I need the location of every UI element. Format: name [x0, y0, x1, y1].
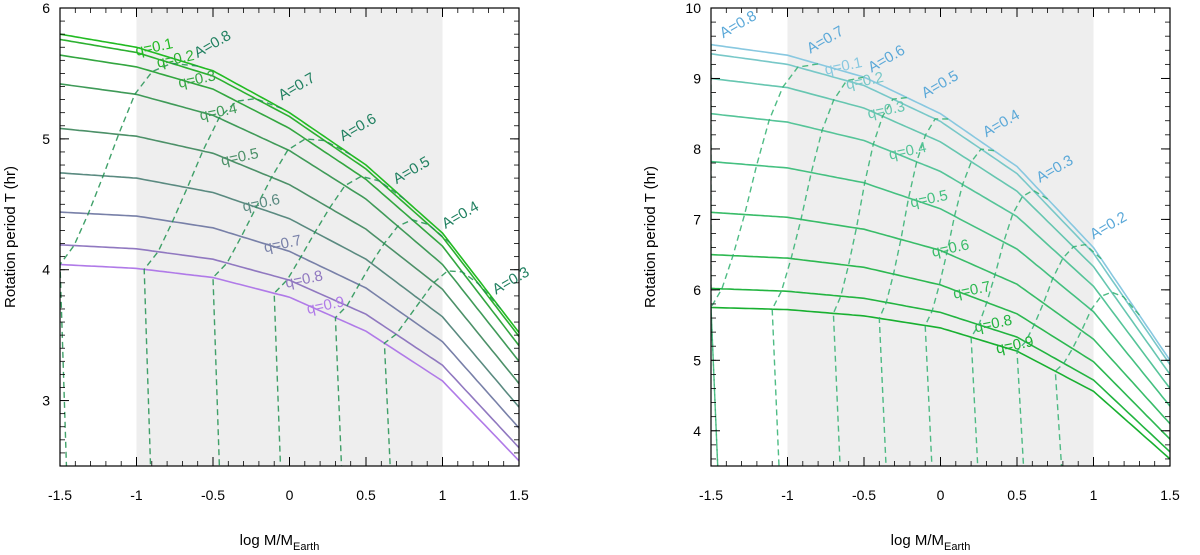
x-tick-label: 0: [937, 487, 945, 503]
x-tick-label: -1: [130, 487, 143, 503]
a-curve: [1054, 291, 1140, 466]
y-tick-label: 10: [685, 0, 701, 16]
x-axis-label-main: log M/M: [891, 532, 944, 549]
x-tick-label: -1.5: [48, 487, 72, 503]
a-curve: [970, 189, 1048, 466]
y-tick-label: 6: [693, 282, 701, 298]
a-curve: [878, 118, 949, 466]
q-curve: [60, 33, 519, 333]
q-curve: [711, 306, 1170, 460]
q-curve: [711, 160, 1170, 407]
a-label: A=0.4: [439, 198, 482, 233]
x-tick-label: 1.5: [509, 487, 529, 503]
a-curve: [383, 270, 502, 466]
x-tick-label: 0: [286, 487, 294, 503]
a-curve: [273, 175, 405, 466]
y-tick-label: 9: [693, 70, 701, 86]
shaded-region: [136, 8, 443, 466]
q-curve: [60, 38, 519, 337]
x-axis-label-sub: Earth: [293, 541, 319, 553]
y-tick-label: 5: [42, 131, 50, 147]
a-label: A=0.8: [717, 7, 760, 42]
q-curve: [711, 112, 1170, 389]
y-tick-label: 5: [693, 352, 701, 368]
x-axis-label-main: log M/M: [240, 532, 293, 549]
a-curve: [924, 148, 995, 466]
q-curve: [711, 253, 1170, 440]
a-curve: [771, 76, 865, 466]
plot-area: [711, 43, 1170, 466]
x-axis-label: log M/MEarth: [891, 532, 971, 553]
x-tick-label: 0.5: [356, 487, 376, 503]
q-curve: [60, 244, 519, 449]
y-axis-label: Rotation period T (hr): [2, 166, 19, 308]
q-curve: [711, 211, 1170, 425]
a-curve: [711, 63, 819, 466]
y-tick-label: 4: [693, 423, 701, 439]
a-curve: [60, 62, 198, 466]
a-curve: [334, 219, 451, 466]
y-tick-label: 4: [42, 262, 50, 278]
right-chart: q=0.1q=0.2q=0.3q=0.4q=0.5q=0.6q=0.7q=0.8…: [642, 0, 1180, 553]
plot-area: [60, 33, 519, 466]
q-curve: [711, 53, 1170, 365]
q-curve: [60, 211, 519, 429]
left-chart: q=0.1q=0.2q=0.3q=0.4q=0.5q=0.6q=0.7q=0.8…: [2, 0, 532, 553]
y-tick-label: 6: [42, 0, 50, 16]
y-tick-label: 3: [42, 393, 50, 409]
x-tick-label: 0.5: [1007, 487, 1027, 503]
x-tick-label: 1: [1090, 487, 1098, 503]
x-tick-label: -1: [781, 487, 794, 503]
q-curve: [711, 287, 1170, 453]
x-tick-label: -0.5: [201, 487, 225, 503]
a-curve: [711, 44, 719, 466]
shaded-region: [787, 8, 1094, 466]
a-curve: [1016, 243, 1102, 466]
x-axis-label-sub: Earth: [944, 541, 970, 553]
q-curve: [60, 127, 519, 385]
q-curve: [60, 263, 519, 462]
x-tick-label: 1: [439, 487, 447, 503]
x-tick-label: 1.5: [1160, 487, 1180, 503]
q-curve: [711, 77, 1170, 375]
x-axis-label: log M/MEarth: [240, 532, 320, 553]
x-tick-label: -1.5: [699, 487, 723, 503]
y-tick-label: 8: [693, 141, 701, 157]
x-tick-label: -0.5: [852, 487, 876, 503]
y-axis-label: Rotation period T (hr): [642, 166, 659, 308]
q-curve: [60, 172, 519, 408]
a-label: A=0.3: [490, 264, 533, 299]
y-tick-label: 7: [693, 211, 701, 227]
q-curve: [60, 83, 519, 362]
a-curve: [832, 96, 907, 466]
q-curve: [60, 54, 519, 347]
q-curve: [711, 43, 1170, 361]
